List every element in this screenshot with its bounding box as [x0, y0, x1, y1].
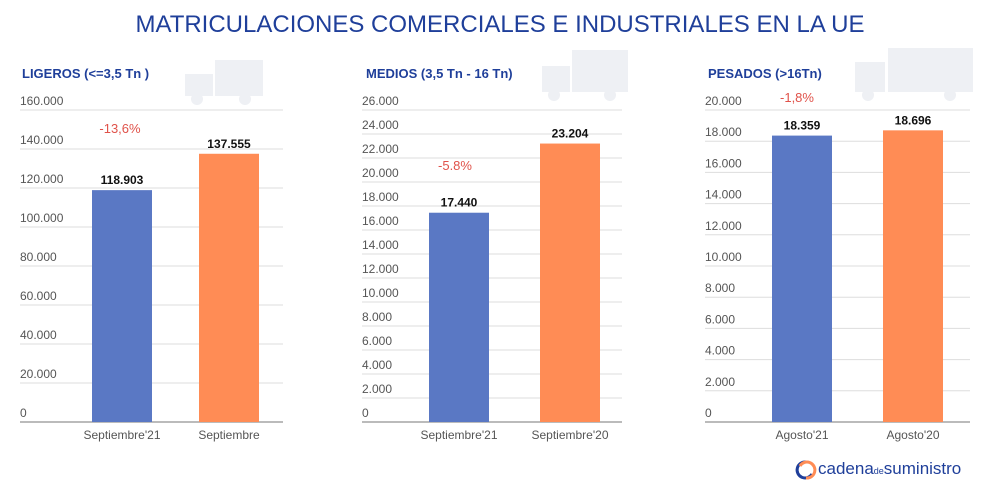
logo-part: cadena — [818, 459, 874, 478]
value-label: 137.555 — [207, 137, 251, 151]
bar — [883, 130, 943, 422]
logo-text: cadenadesuministro — [818, 459, 961, 478]
page-title: MATRICULACIONES COMERCIALES E INDUSTRIAL… — [135, 11, 864, 38]
y-tick-label: 8.000 — [362, 310, 392, 324]
x-tick-label: Septiembre'20 — [531, 428, 608, 442]
x-tick-label: Agosto'20 — [887, 428, 940, 442]
y-tick-label: 14.000 — [705, 188, 742, 202]
y-tick-label: 6.000 — [362, 334, 392, 348]
value-label: 17.440 — [441, 196, 478, 210]
y-tick-label: 20.000 — [705, 94, 742, 108]
bar — [429, 212, 489, 422]
x-tick-label: Septiembre — [198, 428, 260, 442]
y-tick-label: 4.000 — [362, 358, 392, 372]
truck-icon — [185, 48, 973, 105]
bar — [199, 153, 259, 422]
x-tick-label: Agosto'21 — [776, 428, 829, 442]
annotation: -1,8% — [780, 90, 814, 105]
logo-part: suministro — [884, 459, 961, 478]
y-tick-label: 10.000 — [362, 286, 399, 300]
y-tick-label: 16.000 — [705, 156, 742, 170]
logo-part: de — [874, 466, 884, 476]
x-tick-label: Septiembre'21 — [83, 428, 160, 442]
y-tick-label: 140.000 — [20, 133, 64, 147]
logo: cadenadesuministro — [795, 459, 961, 480]
value-label: 18.359 — [784, 119, 821, 133]
bar — [92, 190, 152, 422]
y-tick-label: 26.000 — [362, 94, 399, 108]
y-tick-label: 2.000 — [362, 382, 392, 396]
y-tick-label: 0 — [20, 406, 27, 420]
chart-subtitle: PESADOS (>16Tn) — [708, 66, 822, 81]
y-tick-label: 40.000 — [20, 328, 57, 342]
value-label: 118.903 — [101, 173, 144, 187]
y-tick-label: 18.000 — [705, 125, 742, 139]
annotation: -13,6% — [99, 121, 141, 136]
y-tick-label: 24.000 — [362, 118, 399, 132]
x-tick-label: Septiembre'21 — [420, 428, 497, 442]
y-tick-label: 20.000 — [362, 166, 399, 180]
y-tick-label: 12.000 — [362, 262, 399, 276]
y-tick-label: 4.000 — [705, 344, 735, 358]
y-tick-label: 20.000 — [20, 367, 57, 381]
y-tick-label: 22.000 — [362, 142, 399, 156]
y-tick-label: 6.000 — [705, 312, 735, 326]
value-label: 23.204 — [552, 127, 589, 141]
y-tick-label: 2.000 — [705, 375, 735, 389]
value-label: 18.696 — [895, 113, 932, 127]
y-tick-label: 60.000 — [20, 289, 57, 303]
y-tick-label: 16.000 — [362, 214, 399, 228]
chart-subtitle: MEDIOS (3,5 Tn - 16 Tn) — [366, 66, 513, 81]
y-tick-label: 12.000 — [705, 219, 742, 233]
y-tick-label: 18.000 — [362, 190, 399, 204]
y-tick-label: 120.000 — [20, 172, 64, 186]
bar — [772, 135, 832, 422]
y-tick-label: 160.000 — [20, 94, 64, 108]
annotation: -5.8% — [438, 158, 472, 173]
y-tick-label: 100.000 — [20, 211, 64, 225]
bar — [540, 143, 600, 422]
y-tick-label: 10.000 — [705, 250, 742, 264]
chart-subtitle: LIGEROS (<=3,5 Tn ) — [22, 66, 149, 81]
y-tick-label: 8.000 — [705, 281, 735, 295]
y-tick-label: 80.000 — [20, 250, 57, 264]
y-tick-label: 0 — [362, 406, 369, 420]
y-tick-label: 0 — [705, 406, 712, 420]
y-tick-label: 14.000 — [362, 238, 399, 252]
